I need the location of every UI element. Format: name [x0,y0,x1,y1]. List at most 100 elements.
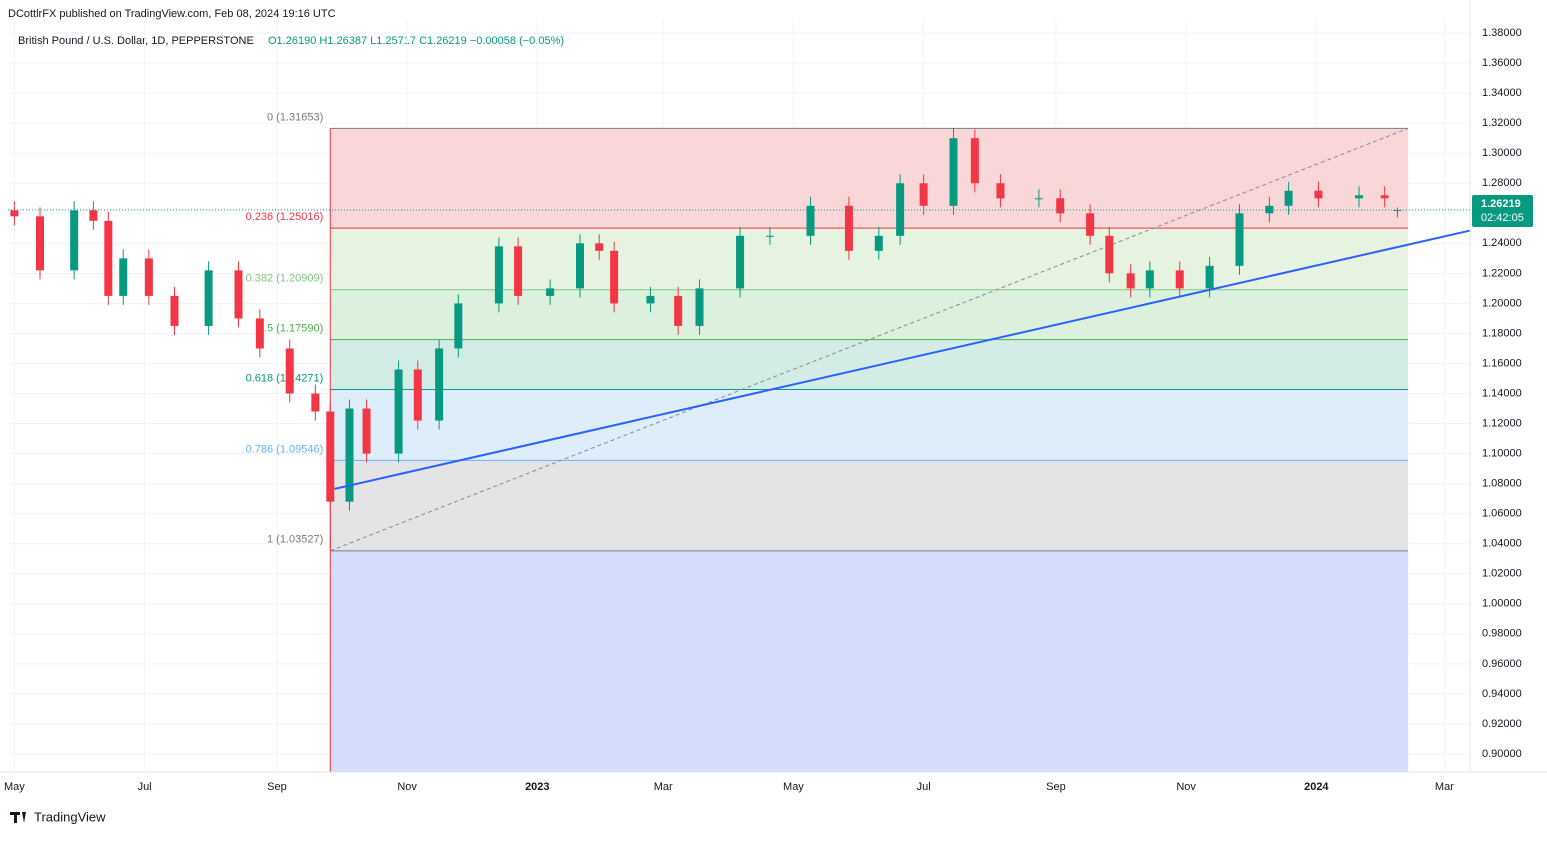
candle-body [1175,270,1184,289]
candle-body [674,295,683,326]
x-tick-label: 2024 [1304,781,1329,793]
candle-body [170,295,179,326]
candle-body [765,235,774,237]
candle-body [345,408,354,502]
candle-body [144,258,153,296]
candle-body [413,369,422,421]
y-tick-label: 1.10000 [1482,448,1522,460]
x-tick-label: Sep [1046,781,1066,793]
fib-label: 0.236 (1.25016) [246,211,324,223]
fib-zone [330,550,1409,772]
candle-body [10,210,19,217]
candle-body [1284,190,1293,206]
x-tick-label: May [783,781,804,793]
y-tick-label: 0.90000 [1482,748,1522,760]
candle-body [919,183,928,206]
y-tick-label: 0.94000 [1482,688,1522,700]
y-tick-label: 1.06000 [1482,508,1522,520]
candle-body [234,270,243,319]
candle-body [494,246,503,304]
candle-body [89,210,98,221]
candle-body [595,243,604,251]
y-tick-label: 0.98000 [1482,628,1522,640]
fib-zone [330,389,1409,461]
fib-label: 0.5 (1.17590) [258,323,323,335]
fib-zone [330,289,1409,340]
x-tick-label: Nov [1176,781,1196,793]
fib-label: 1 (1.03527) [267,534,323,546]
candle-body [1355,195,1364,199]
candle-body [575,243,584,289]
ohlc: O1.26190 H1.26387 L1.25717 C1.26219 −0.0… [268,35,564,47]
candle-body [285,348,294,394]
candle-body [1314,190,1323,199]
symbol: British Pound / U.S. Dollar, 1D, PEPPERS… [18,35,254,47]
y-tick-label: 1.14000 [1482,387,1522,399]
y-tick-label: 0.92000 [1482,718,1522,730]
y-tick-label: 1.04000 [1482,538,1522,550]
fib-zone [330,228,1409,290]
x-tick-label: 2023 [525,781,549,793]
y-tick-label: 1.08000 [1482,478,1522,490]
price-tag [1472,195,1533,228]
candle-body [119,258,128,296]
x-tick-label: Mar [654,781,673,793]
y-tick-label: 1.32000 [1482,117,1522,129]
y-tick-label: 1.24000 [1482,237,1522,249]
candle-body [610,250,619,304]
candle-body [1034,198,1043,200]
fib-zone [330,460,1409,551]
fib-label: 0.786 (1.09546) [246,443,324,455]
y-tick-label: 1.12000 [1482,417,1522,429]
candle-body [1056,198,1065,214]
candle-body [204,270,213,326]
candle-body [36,216,45,271]
candle-body [104,220,113,296]
candle-body [695,288,704,326]
fib-label: 0.382 (1.20909) [246,273,324,285]
candle-body [546,288,555,296]
y-tick-label: 1.28000 [1482,177,1522,189]
x-tick-label: Jul [917,781,931,793]
candle-body [844,205,853,251]
price-tag-value: 1.26219 [1481,198,1521,210]
y-tick-label: 1.20000 [1482,297,1522,309]
candle-body [514,246,523,296]
candle-body [896,183,905,236]
candle-body [1380,195,1389,199]
y-tick-label: 0.96000 [1482,658,1522,670]
candle-body [394,369,403,454]
fib-label: 0.618 (1.14271) [246,372,324,384]
y-tick-label: 1.16000 [1482,357,1522,369]
candle-body [255,318,264,349]
y-tick-label: 1.38000 [1482,27,1522,39]
candle-body [736,235,745,289]
fib-diagonal [330,127,1409,552]
y-tick-label: 1.18000 [1482,327,1522,339]
price-tag-countdown: 02:42:05 [1481,212,1524,224]
candle-body [996,183,1005,199]
candle-body [949,138,958,206]
candle-body [1145,270,1154,289]
y-tick-label: 1.36000 [1482,57,1522,69]
candle-body [1105,235,1114,274]
y-tick-label: 1.02000 [1482,568,1522,580]
x-tick-label: Nov [397,781,417,793]
candle-body [806,205,815,236]
candle-body [1086,213,1095,236]
x-tick-label: May [4,781,25,793]
logo [10,812,26,823]
candle-body [1126,273,1135,289]
candle-body [646,295,655,304]
publisher: DCottlrFX published on TradingView.com, … [8,8,336,20]
candle-body [311,393,320,412]
trendline [334,229,1471,490]
brand: TradingView [34,809,106,824]
x-tick-label: Mar [1435,781,1454,793]
candle-body [874,235,883,251]
candle-body [1265,205,1274,214]
x-tick-label: Sep [267,781,287,793]
fib-zone [330,339,1409,390]
y-tick-label: 1.34000 [1482,87,1522,99]
candle-body [362,408,371,454]
